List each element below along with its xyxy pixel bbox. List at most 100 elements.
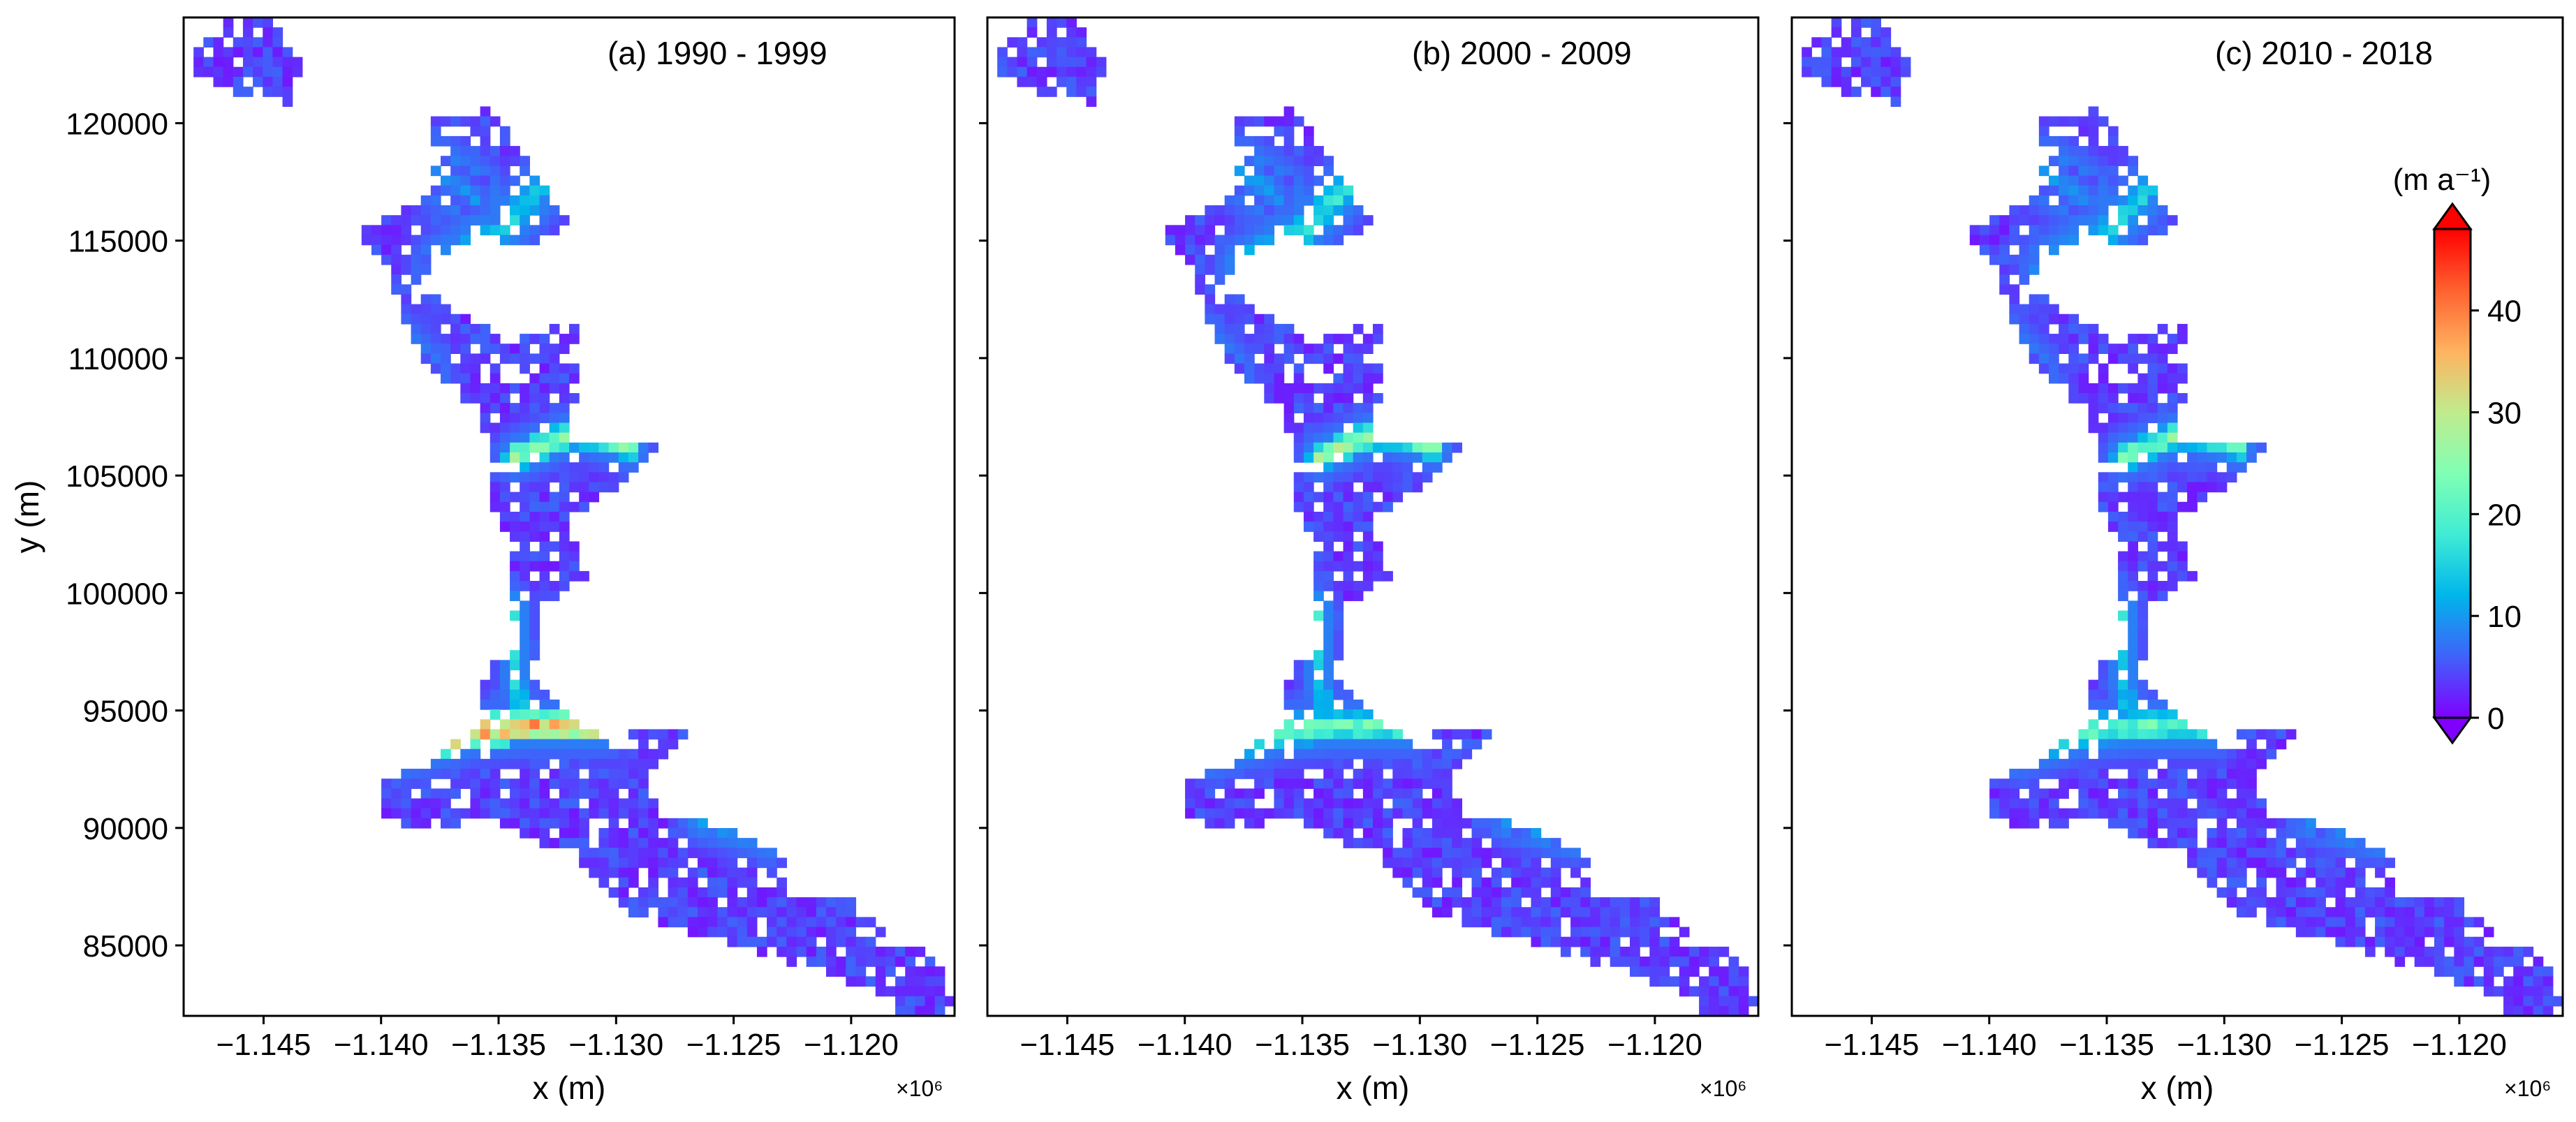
heatmap-cell bbox=[2107, 393, 2119, 404]
heatmap-cell bbox=[2038, 758, 2049, 769]
heatmap-cell bbox=[677, 818, 689, 829]
heatmap-cell bbox=[1066, 87, 1077, 97]
heatmap-cell bbox=[1214, 274, 1226, 285]
heatmap-cell bbox=[2256, 867, 2267, 878]
heatmap-cell bbox=[2394, 927, 2406, 938]
heatmap-cell bbox=[549, 323, 560, 334]
heatmap-cell bbox=[450, 235, 461, 246]
heatmap-cell bbox=[1313, 818, 1324, 829]
heatmap-cell bbox=[1580, 907, 1591, 918]
heatmap-cell bbox=[539, 699, 550, 710]
heatmap-cell bbox=[717, 867, 728, 878]
heatmap-cell bbox=[499, 492, 510, 503]
heatmap-cell bbox=[1293, 679, 1304, 691]
heatmap-cell bbox=[628, 877, 639, 888]
heatmap-cell bbox=[430, 788, 441, 799]
heatmap-cell bbox=[1343, 689, 1354, 700]
heatmap-cell bbox=[2473, 917, 2485, 928]
heatmap-cell bbox=[698, 897, 708, 908]
heatmap-cell bbox=[2088, 689, 2099, 700]
heatmap-cell bbox=[1195, 244, 1205, 256]
heatmap-cell bbox=[1619, 946, 1631, 957]
heatmap-cell bbox=[2167, 729, 2178, 740]
heatmap-cell bbox=[2552, 996, 2563, 1007]
heatmap-cell bbox=[1422, 798, 1433, 809]
heatmap-cell bbox=[1234, 215, 1245, 226]
heatmap-cell bbox=[1841, 66, 1852, 77]
heatmap-cell bbox=[1343, 334, 1354, 344]
heatmap-cell bbox=[2207, 748, 2218, 760]
heatmap-cell bbox=[2513, 946, 2524, 957]
heatmap-cell bbox=[559, 344, 570, 354]
heatmap-cell bbox=[1353, 769, 1364, 779]
heatmap-cell bbox=[2157, 323, 2168, 334]
heatmap-cell bbox=[1303, 175, 1314, 186]
heatmap-cell bbox=[1313, 570, 1324, 582]
heatmap-cell bbox=[499, 165, 510, 177]
x-tick-label: −1.135 bbox=[451, 1028, 546, 1062]
heatmap-cell bbox=[2197, 748, 2208, 760]
heatmap-cell bbox=[539, 581, 550, 591]
heatmap-cell bbox=[1224, 818, 1235, 829]
heatmap-cell bbox=[2197, 769, 2208, 779]
heatmap-cell bbox=[1531, 838, 1542, 848]
heatmap-cell bbox=[727, 848, 738, 859]
heatmap-cell bbox=[263, 57, 273, 68]
heatmap-cell bbox=[549, 422, 560, 434]
heatmap-cell bbox=[1501, 848, 1512, 859]
heatmap-cell bbox=[499, 739, 510, 750]
heatmap-cell bbox=[2295, 927, 2306, 938]
heatmap-cell bbox=[2157, 492, 2168, 503]
heatmap-cell bbox=[1560, 946, 1571, 957]
heatmap-cell bbox=[1362, 778, 1374, 789]
heatmap-cell bbox=[1274, 778, 1285, 789]
heatmap-cell bbox=[520, 570, 530, 582]
heatmap-cell bbox=[480, 205, 491, 216]
heatmap-cell bbox=[2207, 482, 2218, 493]
heatmap-cell bbox=[1570, 897, 1581, 908]
heatmap-cell bbox=[1303, 719, 1314, 730]
heatmap-cell bbox=[460, 363, 471, 374]
heatmap-cell bbox=[1412, 788, 1423, 799]
heatmap-cell bbox=[480, 334, 491, 344]
heatmap-cell bbox=[549, 748, 560, 760]
heatmap-cell bbox=[569, 551, 580, 562]
heatmap-cell bbox=[470, 126, 481, 137]
heatmap-cell bbox=[579, 501, 589, 512]
heatmap-cell bbox=[1244, 808, 1255, 819]
heatmap-cell bbox=[510, 442, 520, 453]
heatmap-cell bbox=[450, 739, 461, 750]
heatmap-cell bbox=[470, 808, 481, 819]
heatmap-cell bbox=[2059, 313, 2069, 325]
heatmap-cell bbox=[1718, 986, 1730, 997]
heatmap-cell bbox=[579, 729, 589, 740]
heatmap-cell bbox=[1313, 422, 1324, 434]
heatmap-cell bbox=[1293, 215, 1304, 226]
heatmap-cell bbox=[1323, 462, 1334, 473]
heatmap-cell bbox=[2137, 689, 2149, 700]
heatmap-cell bbox=[1362, 452, 1374, 463]
heatmap-cell bbox=[499, 156, 510, 166]
heatmap-cell bbox=[2483, 946, 2494, 957]
heatmap-cell bbox=[1999, 244, 2010, 256]
heatmap-cell bbox=[2236, 462, 2247, 473]
heatmap-cell bbox=[658, 848, 669, 859]
heatmap-cell bbox=[2118, 758, 2128, 769]
heatmap-cell bbox=[658, 897, 669, 908]
heatmap-cell bbox=[717, 927, 728, 938]
heatmap-cell bbox=[401, 284, 412, 295]
heatmap-cell bbox=[1244, 185, 1255, 196]
heatmap-cell bbox=[1205, 294, 1216, 305]
heatmap-cell bbox=[2128, 403, 2138, 413]
heatmap-cell bbox=[520, 235, 530, 246]
heatmap-cell bbox=[746, 877, 758, 888]
heatmap-cell bbox=[559, 788, 570, 799]
heatmap-cell bbox=[2068, 373, 2080, 384]
heatmap-cell bbox=[1323, 185, 1334, 196]
heatmap-cell bbox=[401, 264, 412, 275]
heatmap-cell bbox=[480, 135, 491, 147]
heatmap-cell bbox=[2147, 699, 2158, 710]
heatmap-cell bbox=[1531, 867, 1542, 878]
heatmap-cell bbox=[1811, 57, 1823, 68]
heatmap-cell bbox=[707, 887, 718, 898]
